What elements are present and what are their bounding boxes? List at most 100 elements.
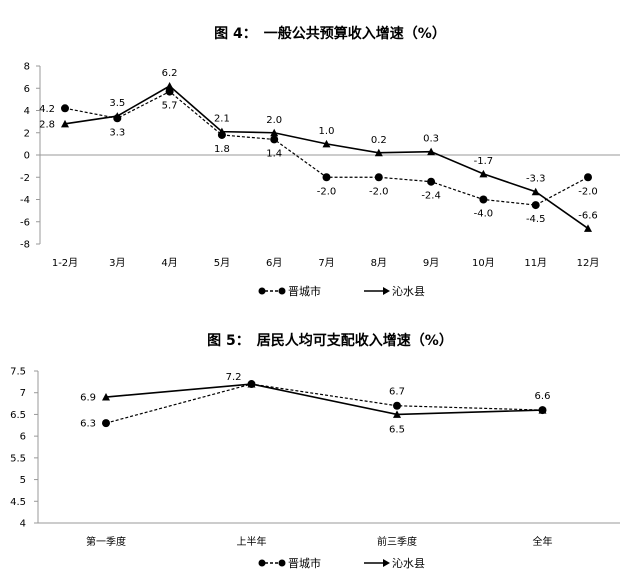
y-tick-label: -8: [20, 240, 30, 251]
data-label: -1.7: [474, 156, 494, 167]
data-label: -4.5: [526, 214, 546, 225]
data-label: 2.8: [39, 119, 55, 130]
data-label: 1.4: [266, 148, 282, 159]
x-tick-label: 5月: [214, 257, 230, 269]
y-tick-label: 4.5: [10, 497, 26, 508]
data-label: 3.5: [109, 98, 125, 109]
x-tick-label: 第一季度: [86, 535, 126, 548]
data-label: 6.5: [389, 424, 405, 435]
series-point-1: [270, 128, 279, 137]
x-tick-label: 8月: [371, 257, 387, 269]
series-point-0: [427, 177, 436, 186]
data-label: 2.1: [214, 114, 230, 125]
data-label: 1.8: [214, 144, 230, 155]
legend-label: 晋城市: [288, 556, 321, 570]
data-label: 1.0: [319, 126, 335, 137]
data-label: -6.6: [578, 210, 598, 221]
x-tick-label: 全年: [533, 535, 553, 548]
legend-marker-0: [258, 559, 266, 567]
series-point-0: [393, 401, 401, 410]
series-point-1: [322, 139, 331, 148]
x-tick-label: 上半年: [237, 535, 267, 548]
data-label: -2.0: [369, 186, 389, 197]
series-point-1: [393, 410, 401, 418]
data-label: 6.3: [80, 419, 96, 430]
series-point-1: [61, 119, 69, 128]
legend-marker-1: [383, 287, 390, 295]
x-tick-label: 9月: [423, 257, 439, 269]
x-tick-label: 3月: [109, 257, 125, 269]
y-tick-label: 8: [24, 62, 30, 73]
series-line-1: [64, 85, 589, 230]
chart-title: 图 5： 居民人均可支配收入增速（%）: [207, 332, 453, 349]
x-tick-label: 12月: [577, 257, 600, 269]
x-tick-label: 前三季度: [377, 535, 417, 548]
y-tick-label: 7: [20, 388, 26, 399]
data-label: -2.0: [317, 186, 337, 197]
legend-label: 晋城市: [288, 284, 321, 298]
series-point-1: [584, 224, 592, 232]
data-label: 6.2: [162, 68, 178, 79]
series-point-0: [102, 419, 110, 428]
y-tick-label: 6: [24, 84, 30, 95]
series-point-0: [322, 173, 331, 182]
y-tick-label: 5.5: [10, 453, 26, 464]
y-tick-label: 2: [24, 128, 30, 139]
series-point-1: [374, 148, 383, 157]
series-point-1: [531, 187, 540, 196]
y-tick-label: 4: [24, 106, 30, 117]
series-point-1: [538, 406, 547, 414]
legend-marker-0: [278, 287, 286, 295]
legend-marker-1: [383, 559, 390, 567]
legend-label: 沁水县: [392, 557, 425, 570]
legend-marker-0: [258, 287, 266, 295]
legend-marker-0: [278, 559, 286, 567]
data-label: 4.2: [39, 104, 55, 115]
data-label: 6.9: [80, 393, 96, 404]
data-label: 6.6: [535, 391, 551, 402]
chart-title: 图 4： 一般公共预算收入增速（%）: [214, 25, 446, 42]
x-tick-label: 1-2月: [52, 257, 78, 269]
series-point-1: [247, 380, 256, 388]
y-tick-label: 6.5: [10, 410, 26, 421]
data-label: 5.7: [162, 101, 178, 112]
series-point-0: [165, 87, 174, 96]
series-point-1: [479, 169, 488, 178]
x-tick-label: 4月: [161, 257, 177, 269]
data-label: 7.2: [226, 372, 242, 383]
data-label: -4.0: [474, 209, 494, 220]
x-tick-label: 6月: [266, 257, 282, 269]
data-label: 3.3: [109, 127, 125, 138]
series-point-1: [113, 112, 122, 120]
y-tick-label: -6: [20, 217, 30, 228]
data-label: -3.3: [526, 174, 546, 185]
series-point-0: [479, 195, 488, 204]
y-tick-label: 4: [20, 519, 26, 530]
series-point-0: [270, 135, 279, 144]
data-label: 6.7: [389, 387, 405, 398]
data-label: -2.4: [421, 191, 441, 202]
series-point-0: [374, 173, 383, 182]
y-tick-label: -2: [20, 173, 30, 184]
chart-disposable-income-growth: 图 5： 居民人均可支配收入增速（%） 7.5 7 6.5 6 5.5 5 4.5 4 第一季度 上…: [10, 332, 620, 570]
series-line-1: [105, 383, 543, 416]
data-label: -2.0: [578, 186, 598, 197]
series-point-1: [165, 82, 174, 90]
series-point-0: [584, 173, 592, 182]
data-label: 0.3: [423, 134, 439, 145]
y-tick-label: 6: [20, 432, 26, 443]
y-tick-label: -4: [20, 195, 30, 206]
series-point-0: [531, 201, 540, 210]
legend-label: 沁水县: [392, 285, 425, 298]
data-label: 0.2: [371, 135, 387, 146]
series-point-1: [217, 127, 226, 136]
chart-budget-revenue-growth: 图 4： 一般公共预算收入增速（%） 8 6 4 2 0 -2 -4 -6 -8 1-2月 3月 4月 5…: [20, 25, 620, 298]
y-tick-label: 5: [20, 475, 26, 486]
series-point-1: [427, 147, 436, 156]
x-tick-label: 10月: [472, 257, 495, 269]
series-line-0: [105, 383, 543, 424]
x-tick-label: 7月: [318, 257, 334, 269]
x-tick-label: 11月: [524, 257, 547, 269]
y-tick-label: 7.5: [10, 367, 26, 378]
